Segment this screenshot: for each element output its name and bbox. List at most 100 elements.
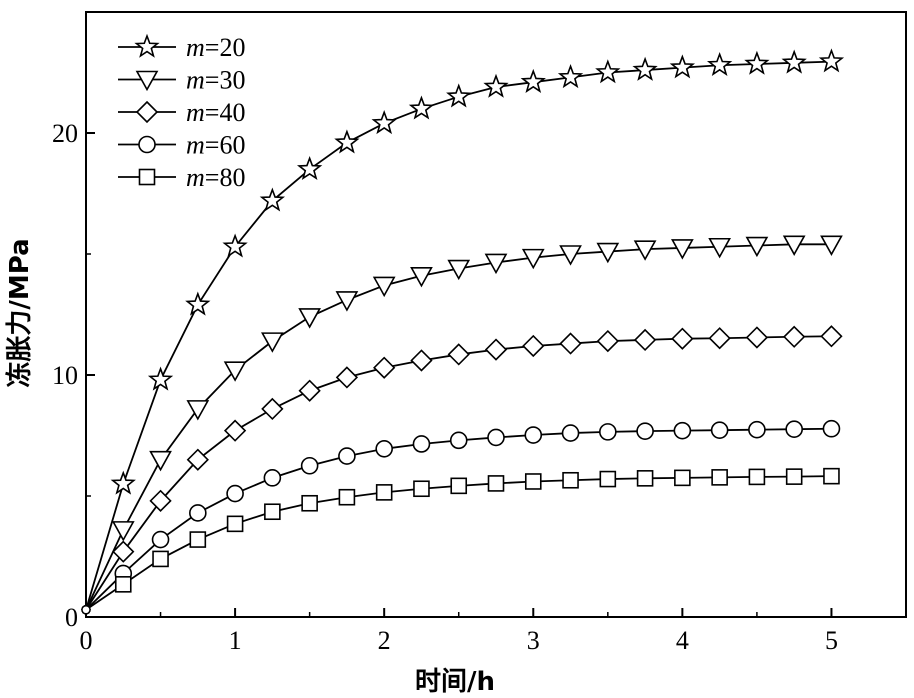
star-marker xyxy=(557,64,584,89)
diamond-marker xyxy=(820,325,843,348)
diamond-marker xyxy=(135,100,159,124)
star-marker xyxy=(632,56,658,81)
square-marker xyxy=(487,475,505,492)
star-marker xyxy=(483,73,509,98)
square-marker xyxy=(636,470,654,487)
legend-label: m=30 xyxy=(186,66,245,95)
diamond-marker xyxy=(783,325,806,348)
square-marker xyxy=(562,471,579,489)
x-tick-label: 2 xyxy=(378,626,391,655)
triangle-marker xyxy=(372,276,396,298)
circle-marker xyxy=(487,428,505,447)
diamond-marker xyxy=(745,326,769,349)
diamond-marker xyxy=(298,379,321,402)
diamond-marker xyxy=(596,329,619,353)
circle-marker xyxy=(338,447,356,465)
legend: m=20m=30m=40m=60m=80 xyxy=(118,33,245,192)
circle-marker xyxy=(673,421,692,440)
triangle-marker xyxy=(223,361,247,382)
x-tick-label: 5 xyxy=(825,626,838,655)
legend-label: m=20 xyxy=(186,33,245,62)
diamond-marker xyxy=(633,328,657,352)
diamond-marker xyxy=(484,338,508,361)
star-marker xyxy=(185,291,211,316)
square-marker xyxy=(413,480,430,498)
circle-marker xyxy=(748,420,766,439)
diamond-marker xyxy=(559,332,582,355)
circle-marker xyxy=(412,435,431,453)
y-tick-label: 20 xyxy=(52,119,78,148)
legend-item: m=20 xyxy=(118,33,245,62)
origin-point xyxy=(81,605,91,615)
triangle-marker xyxy=(447,259,471,281)
square-marker xyxy=(226,515,244,533)
circle-marker xyxy=(599,423,617,441)
diamond-marker xyxy=(186,448,209,471)
star-marker xyxy=(110,470,136,495)
square-marker xyxy=(138,168,156,186)
square-marker xyxy=(748,468,766,486)
legend-label-var: m xyxy=(186,33,205,62)
square-marker xyxy=(375,484,393,501)
circle-marker xyxy=(822,419,841,438)
axis-ticks: 0 1 2 3 4 5 0 10 20 xyxy=(52,119,838,655)
triangle-marker xyxy=(671,239,694,260)
legend-item: m=60 xyxy=(118,131,245,160)
star-marker xyxy=(259,187,286,212)
star-marker xyxy=(744,50,770,75)
legend-label-value: =30 xyxy=(205,66,246,95)
legend-label-var: m xyxy=(186,66,205,95)
x-tick-label: 0 xyxy=(80,626,93,655)
series-circle xyxy=(81,419,841,615)
square-marker xyxy=(152,550,169,568)
triangle-marker xyxy=(521,248,545,270)
circle-marker xyxy=(636,422,654,440)
legend-label-var: m xyxy=(186,131,205,160)
star-marker xyxy=(669,54,696,79)
star-marker xyxy=(147,366,174,391)
circle-marker xyxy=(263,469,282,487)
circle-marker xyxy=(226,484,244,503)
circle-marker xyxy=(300,456,319,475)
star-marker xyxy=(446,83,472,108)
diamond-marker xyxy=(261,397,284,421)
triangle-marker xyxy=(135,70,159,92)
square-marker xyxy=(823,467,840,485)
star-marker xyxy=(520,68,546,93)
series-diamond xyxy=(81,325,843,615)
star-marker xyxy=(222,233,248,258)
circle-marker xyxy=(375,440,393,458)
legend-label-value: =80 xyxy=(205,163,246,192)
series-layer xyxy=(81,48,845,615)
diamond-marker xyxy=(447,343,470,366)
triangle-marker xyxy=(745,236,769,258)
triangle-marker xyxy=(559,245,582,266)
y-tick-label: 10 xyxy=(52,361,78,390)
square-marker xyxy=(301,494,318,512)
x-axis-title: 时间/h xyxy=(415,667,495,697)
diamond-marker xyxy=(335,366,359,389)
triangle-marker xyxy=(782,235,806,256)
circle-marker xyxy=(138,135,156,154)
square-marker xyxy=(264,503,281,521)
legend-label-var: m xyxy=(186,163,205,192)
triangle-marker xyxy=(410,266,433,288)
series-triangle-down xyxy=(81,235,843,615)
circle-marker xyxy=(189,504,207,522)
diamond-marker xyxy=(149,489,172,512)
x-tick-label: 3 xyxy=(527,626,540,655)
square-marker xyxy=(711,469,728,486)
triangle-marker xyxy=(484,253,508,275)
star-marker xyxy=(371,110,397,135)
circle-marker xyxy=(449,431,468,450)
triangle-marker xyxy=(708,237,731,259)
circle-marker xyxy=(710,421,729,439)
triangle-marker xyxy=(335,291,359,312)
star-marker xyxy=(334,129,360,154)
star-marker xyxy=(408,95,435,120)
legend-item: m=40 xyxy=(118,98,245,127)
diamond-marker xyxy=(708,327,731,350)
legend-item: m=30 xyxy=(118,66,245,95)
legend-label: m=40 xyxy=(186,98,245,127)
x-tick-label: 1 xyxy=(229,626,242,655)
